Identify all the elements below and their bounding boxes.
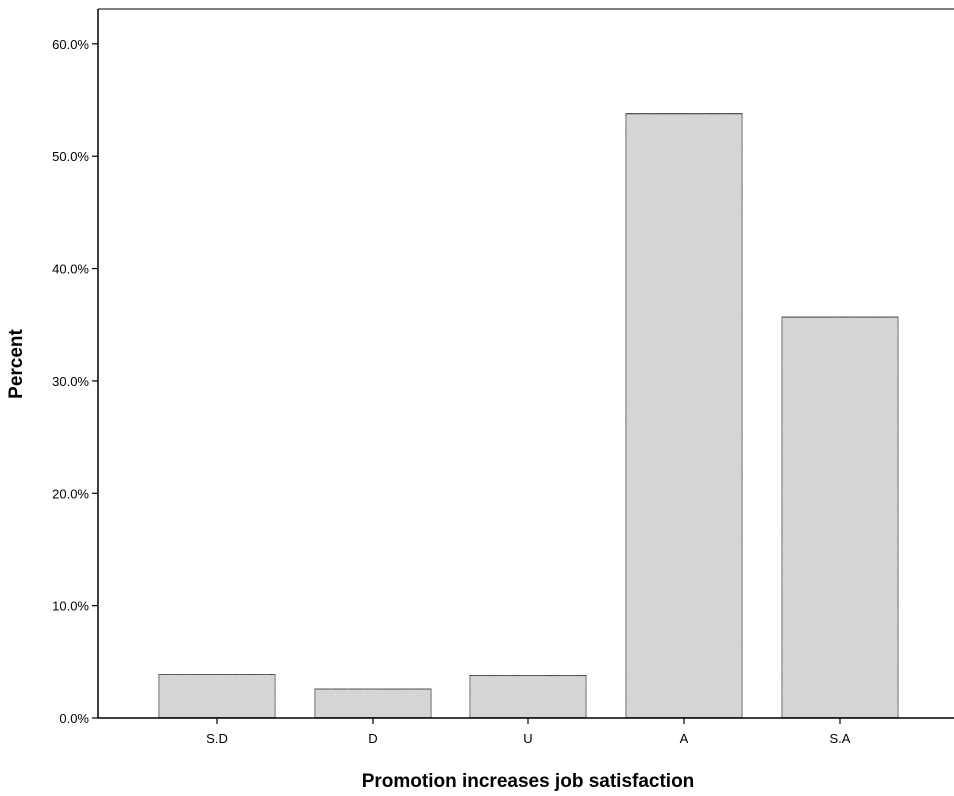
x-tick-label: S.A	[830, 731, 851, 746]
x-tick-label: U	[523, 731, 532, 746]
x-tick-label: S.D	[206, 731, 228, 746]
y-tick-label: 50.0%	[52, 149, 89, 164]
y-tick-label: 60.0%	[52, 37, 89, 52]
x-tick-label: A	[680, 731, 689, 746]
bar-s-d	[157, 673, 277, 719]
x-tick-label: D	[368, 731, 377, 746]
bars-group	[157, 112, 900, 719]
x-axis-title: Promotion increases job satisfaction	[362, 771, 695, 792]
bar-u	[468, 674, 588, 719]
y-axis-ticks: 0.0% 10.0% 20.0% 30.0% 40.0% 50.0% 60.0%	[52, 37, 98, 726]
y-tick-label: 10.0%	[52, 599, 89, 614]
y-tick-label: 0.0%	[59, 711, 89, 726]
bar-d	[313, 688, 433, 719]
y-tick-label: 30.0%	[52, 374, 89, 389]
bar-a	[624, 112, 744, 719]
bar-s-a	[780, 316, 900, 719]
y-tick-label: 40.0%	[52, 262, 89, 277]
y-axis-title: Percent	[6, 328, 27, 398]
y-tick-label: 20.0%	[52, 486, 89, 501]
x-axis-ticks: S.D D U A S.A	[206, 718, 851, 746]
